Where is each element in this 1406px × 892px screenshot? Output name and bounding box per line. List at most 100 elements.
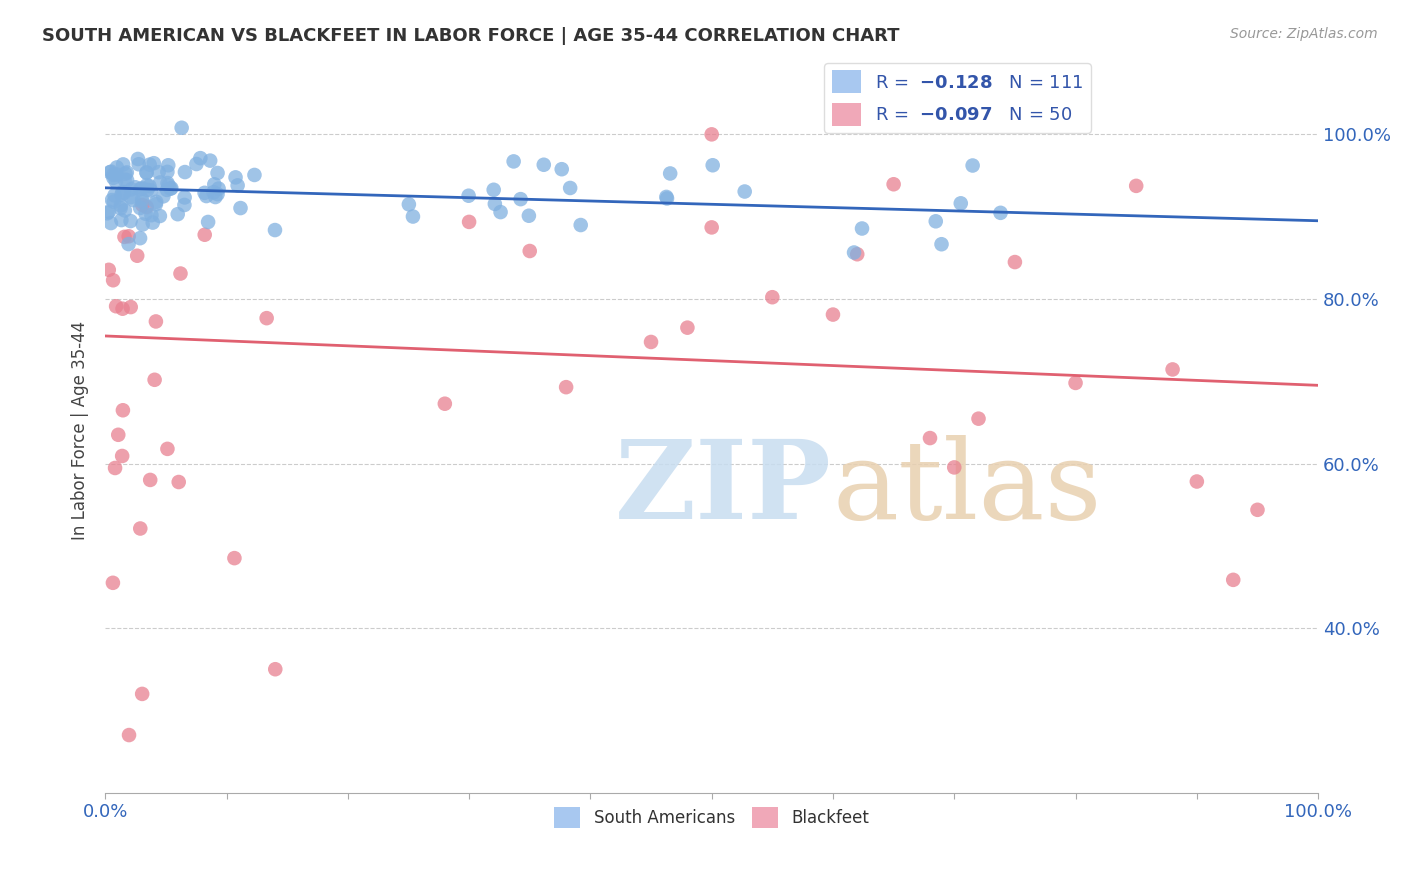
Point [110,213,132,227]
Point [96,206,118,220]
Point [174,165,197,179]
Point [433,397,456,411]
Point [128,157,150,171]
Point [111,301,134,316]
Point [1161,362,1184,376]
Point [949,196,972,211]
Text: SOUTH AMERICAN VS BLACKFEET IN LABOR FORCE | AGE 35-44 CORRELATION CHART: SOUTH AMERICAN VS BLACKFEET IN LABOR FOR… [42,27,900,45]
Point [1185,475,1208,489]
Point [145,197,167,211]
Point [124,180,146,194]
Point [139,473,162,487]
Point [224,551,246,566]
Point [931,237,953,252]
Point [676,320,699,334]
Point [702,158,724,172]
Point [207,181,229,195]
Point [156,442,179,456]
Text: ZIP: ZIP [614,435,831,542]
Point [655,190,678,204]
Point [135,207,157,221]
Point [170,120,193,135]
Point [98,165,121,179]
Point [103,170,125,185]
Point [167,475,190,489]
Point [169,267,191,281]
Point [148,165,170,179]
Point [842,245,865,260]
Point [120,182,142,196]
Point [173,190,195,204]
Point [104,461,127,475]
Point [502,154,524,169]
Point [142,216,165,230]
Point [659,166,682,180]
Point [264,223,287,237]
Point [194,186,217,200]
Point [141,208,163,222]
Point [104,174,127,188]
Point [118,728,141,742]
Point [115,173,138,187]
Point [883,178,905,192]
Point [145,194,167,209]
Point [202,186,225,200]
Point [135,166,157,180]
Point [120,214,142,228]
Point [138,158,160,172]
Point [149,176,172,190]
Point [131,218,153,232]
Point [156,183,179,197]
Point [136,183,159,197]
Point [517,209,540,223]
Point [482,183,505,197]
Point [159,182,181,196]
Point [129,182,152,196]
Point [120,300,142,314]
Point [202,178,225,192]
Point [118,229,141,244]
Point [197,215,219,229]
Point [700,220,723,235]
Point [457,188,479,202]
Point [1064,376,1087,390]
Point [173,198,195,212]
Point [918,431,941,445]
Point [101,193,124,207]
Point [846,247,869,261]
Point [509,192,531,206]
Point [190,151,212,165]
Point [821,308,844,322]
Point [157,158,180,172]
Point [100,164,122,178]
Point [127,249,149,263]
Point [256,311,278,326]
Point [551,162,574,177]
Point [127,152,149,166]
Point [152,189,174,203]
Point [640,334,662,349]
Point [115,165,138,179]
Point [122,193,145,207]
Point [105,168,128,182]
Point [135,165,157,179]
Point [962,159,984,173]
Point [142,156,165,170]
Point [226,178,249,193]
Point [195,189,218,203]
Point [156,165,179,179]
Point [139,184,162,198]
Point [1246,503,1268,517]
Point [166,207,188,221]
Point [186,157,208,171]
Point [1125,178,1147,193]
Point [458,215,481,229]
Point [110,198,132,212]
Point [129,231,152,245]
Point [112,186,135,200]
Point [105,161,128,175]
Point [229,201,252,215]
Point [555,380,578,394]
Point [110,187,132,202]
Point [160,181,183,195]
